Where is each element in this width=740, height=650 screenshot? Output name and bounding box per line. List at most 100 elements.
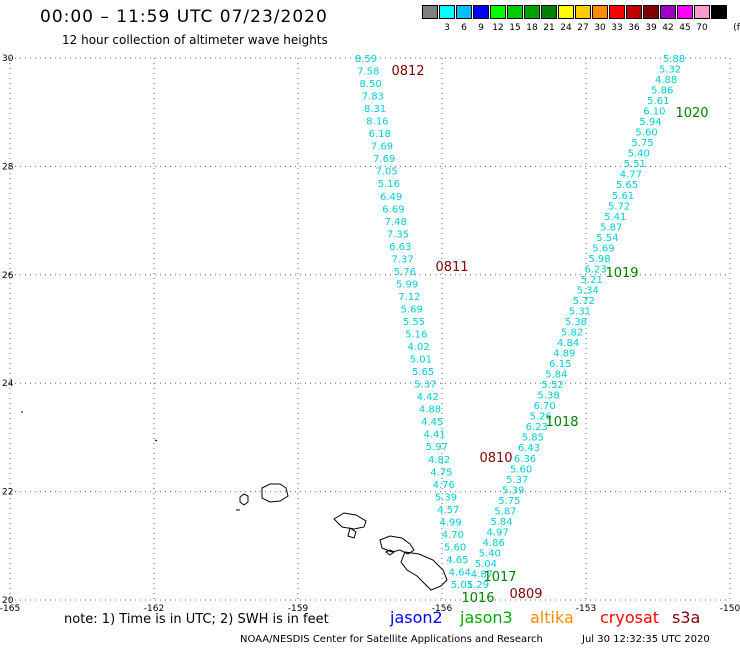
lon-tick-label: -150	[720, 604, 740, 614]
swh-value-east: 5.65	[616, 180, 638, 191]
legend-label: 30	[594, 23, 606, 33]
legend-label: 33	[611, 23, 623, 33]
satellite-name: cryosat	[600, 608, 660, 627]
swh-value-east: 5.51	[624, 159, 646, 170]
swh-value-east: 5.40	[479, 548, 501, 559]
swh-value-west: 5.97	[426, 442, 448, 453]
swh-value-east: 5.61	[647, 96, 669, 107]
swh-value-east: 5.52	[541, 380, 563, 391]
swh-value-east: 6.23	[526, 422, 548, 433]
swh-value-east: 5.39	[502, 485, 524, 496]
legend-swatch	[660, 5, 676, 19]
swh-value-west: 4.45	[421, 417, 443, 428]
swh-value-west: 7.37	[391, 254, 413, 265]
swh-value-east: 5.61	[612, 191, 634, 202]
island-kauai	[154, 439, 158, 442]
legend-swatch	[439, 5, 455, 19]
satellite-name: altika	[530, 608, 574, 627]
map-subtitle: 12 hour collection of altimeter wave hei…	[62, 33, 328, 47]
swh-value-east: 5.98	[588, 254, 610, 265]
legend-label: 3	[444, 23, 450, 33]
legend-swatch	[473, 5, 489, 19]
swh-value-east: 5.37	[506, 475, 528, 486]
legend-swatch	[694, 5, 710, 19]
swh-value-west: 7.48	[385, 217, 407, 228]
swh-value-east: 6.15	[549, 359, 571, 370]
lon-tick-label: -162	[144, 604, 164, 614]
swh-value-east: 5.31	[569, 306, 591, 317]
swh-value-west: 4.88	[419, 405, 441, 416]
swh-value-west: 4.75	[430, 467, 452, 478]
legend-swatch	[677, 5, 693, 19]
legend-label: 6	[461, 23, 467, 33]
satellite-name: jason2	[390, 608, 443, 627]
legend-label: 27	[577, 23, 589, 33]
island-oahu	[261, 483, 289, 503]
lat-tick-label: 20	[2, 596, 14, 606]
swh-value-west: 7.12	[398, 292, 420, 303]
legend-swatch	[507, 5, 523, 19]
legend-label: 42	[662, 23, 674, 33]
swh-value-east: 5.38	[565, 317, 587, 328]
legend-swatch	[490, 5, 506, 19]
swh-value-east: 6.43	[518, 443, 540, 454]
swh-value-west: 4.76	[433, 480, 455, 491]
swh-value-east: 5.87	[600, 222, 622, 233]
swh-value-east: 6.36	[514, 454, 536, 465]
legend-label: 45	[679, 23, 691, 33]
island-hawaii	[400, 551, 448, 591]
swh-value-east: 5.54	[596, 233, 618, 244]
swh-value-west: 5.16	[405, 330, 427, 341]
legend-swatch	[626, 5, 642, 19]
lon-tick-label: -156	[432, 604, 453, 614]
swh-value-east: 5.72	[573, 296, 595, 307]
pass-time-label: 0812	[391, 64, 424, 79]
swh-value-east: 5.75	[498, 496, 520, 507]
legend-swatch	[558, 5, 574, 19]
legend-label: 15	[509, 23, 521, 33]
pass-time-label: 0811	[435, 260, 468, 275]
lat-tick-label: 26	[2, 271, 14, 281]
swh-value-west: 4.57	[437, 505, 459, 516]
lon-tick-label: -165	[0, 604, 20, 614]
swh-value-east: 6.23	[584, 264, 606, 275]
swh-value-west: 6.49	[380, 192, 402, 203]
swh-value-east: 4.88	[655, 75, 677, 86]
swh-value-west: 5.01	[410, 355, 432, 366]
legend-swatch	[643, 5, 659, 19]
axis-tick-labels: -165 -162 -159 -156 -153 -150 30 28 26 24 22 20	[0, 54, 740, 614]
legend-label: 39	[645, 23, 657, 33]
legend-label: 36	[628, 23, 640, 33]
lat-tick-label: 22	[2, 488, 13, 498]
map-grid	[9, 57, 731, 601]
swh-value-west: 6.18	[369, 129, 391, 140]
legend-unit: (ft)	[733, 23, 740, 33]
swh-value-west: 8.16	[366, 117, 388, 128]
swh-value-east: 4.77	[620, 170, 642, 181]
swh-value-east: 4.89	[553, 349, 575, 360]
swh-value-west: 5.37	[414, 380, 436, 391]
legend-swatch	[524, 5, 540, 19]
swh-value-west: 4.82	[428, 455, 450, 466]
swh-value-east: 5.94	[639, 117, 661, 128]
swh-value-east: 5.41	[604, 212, 626, 223]
swh-value-west: 6.63	[389, 242, 411, 253]
legend-swatch	[541, 5, 557, 19]
pass-time-label: 1020	[675, 106, 708, 121]
pass-time-label: 0809	[509, 587, 542, 602]
swh-value-west: 8.31	[364, 104, 386, 115]
pass-time-label: 1018	[545, 415, 578, 430]
swh-value-east: 5.84	[545, 370, 567, 381]
swh-value-east: 5.88	[663, 54, 685, 65]
swh-value-east: 5.60	[510, 464, 532, 475]
swh-value-east: 5.32	[659, 65, 681, 76]
credit-line: NOAA/NESDIS Center for Satellite Applica…	[240, 634, 543, 645]
swh-value-west: 6.69	[382, 204, 404, 215]
swh-value-east: 5.60	[635, 128, 657, 139]
swh-value-west: 7.35	[387, 229, 409, 240]
legend-label: 70	[696, 23, 708, 33]
swh-value-west: 7.05	[375, 167, 397, 178]
swh-value-west: 7.58	[357, 67, 379, 78]
swh-value-west: 7.69	[373, 154, 395, 165]
swh-value-west: 4.42	[417, 392, 439, 403]
